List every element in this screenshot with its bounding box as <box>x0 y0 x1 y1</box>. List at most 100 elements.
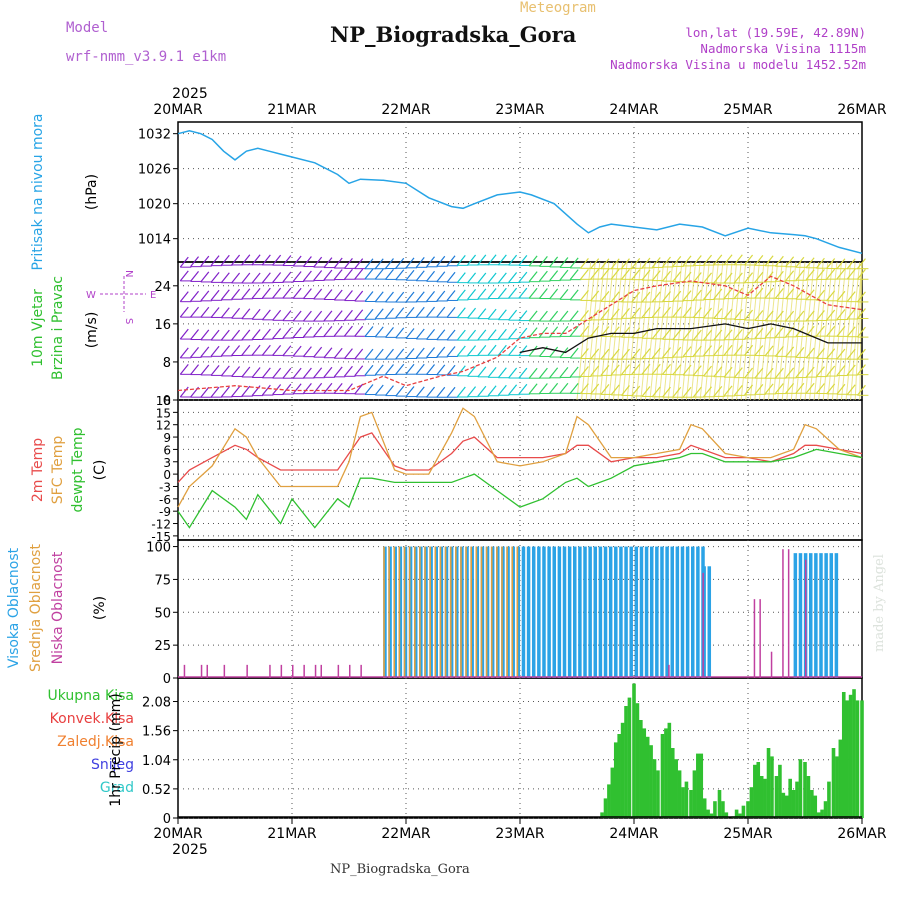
wind-barb <box>313 326 323 337</box>
location-elevation: Nadmorska Visina 1115m <box>700 41 866 56</box>
precip-ytick-label: 0.52 <box>142 783 171 798</box>
precip-bar <box>766 748 771 818</box>
wind-barb <box>826 383 836 395</box>
location-coordinates: lon,lat (19.59E, 42.89N) <box>685 25 866 40</box>
wind-barb <box>497 367 507 379</box>
wind-barb <box>672 290 682 302</box>
high-cloud-bar <box>629 546 633 678</box>
wind-barb <box>179 256 189 268</box>
wind-hatch-line <box>840 261 856 401</box>
wind-barb <box>343 348 353 360</box>
wind-barb <box>774 326 784 338</box>
wind-barb <box>795 310 805 322</box>
precip-bar <box>607 784 611 818</box>
wind-barb <box>528 367 538 379</box>
wind-barb <box>333 325 343 337</box>
precip-bar <box>845 700 849 818</box>
wind-barb <box>600 309 610 320</box>
wind-barb <box>446 255 456 267</box>
wind-barb <box>713 308 723 319</box>
wind-barb <box>805 366 815 378</box>
precip-bar <box>684 781 689 818</box>
wind-barb <box>220 345 230 357</box>
high-cloud-bar <box>460 546 464 678</box>
wind-gusts-line <box>177 275 863 392</box>
wind-barb <box>508 309 518 321</box>
wind-barb <box>600 291 610 302</box>
wind-barb <box>385 258 394 269</box>
wind-barb <box>795 367 805 378</box>
wind-barb <box>518 287 528 299</box>
precip-bar <box>645 736 650 818</box>
wind-barb <box>415 256 425 268</box>
compass-e: E <box>150 290 156 301</box>
wind-barb <box>272 367 282 379</box>
high-cloud-bar <box>814 553 818 678</box>
temperature-1-line <box>177 407 863 508</box>
wind-hatch-line <box>758 261 774 401</box>
wind-barb <box>313 288 323 300</box>
wind-barb <box>723 254 733 266</box>
wind-barb <box>292 383 302 395</box>
wind-barb <box>302 326 312 338</box>
wind-barb <box>549 382 559 394</box>
wind-barb <box>620 307 630 319</box>
wind-barb <box>456 272 466 284</box>
wind-barb <box>620 326 630 338</box>
wind-barb <box>703 289 713 300</box>
wind-hatch-line <box>695 261 710 401</box>
wind-barb <box>231 366 241 377</box>
temperature-ytick-label: -6 <box>159 493 171 507</box>
wind-barb <box>323 289 333 300</box>
wind-barb <box>467 329 477 341</box>
wind-barb <box>549 326 559 338</box>
wind-hatch-line <box>626 261 642 401</box>
mid-cloud-bar <box>383 546 385 678</box>
wind-barb <box>836 309 846 320</box>
wind-barb <box>723 366 733 378</box>
wind-barb <box>272 254 282 266</box>
precip-bar <box>795 781 799 818</box>
wind-barb <box>528 383 538 395</box>
wind-barb <box>251 329 261 340</box>
mid-cloud-bar <box>429 546 431 678</box>
wind-barb <box>518 271 528 283</box>
wind-barb <box>549 270 559 281</box>
wind-barb <box>569 289 579 301</box>
wind-barb <box>343 268 353 280</box>
low-cloud-bar <box>805 559 807 678</box>
wind-barb <box>446 386 456 398</box>
high-cloud-bar <box>619 546 623 678</box>
wind-barb <box>559 310 569 322</box>
high-cloud-bar <box>521 546 526 678</box>
wind-barb <box>815 366 825 377</box>
wind-hatch-line <box>585 261 601 401</box>
wind-barb <box>744 328 754 340</box>
wind-barb <box>744 287 754 299</box>
wind-barb <box>456 289 466 301</box>
low-cloud-bar <box>770 651 773 678</box>
wind-barb <box>682 306 692 318</box>
mid-cloud-bar <box>449 546 452 678</box>
clouds-ytick-label: 0 <box>163 672 171 687</box>
wind-barb <box>385 348 394 360</box>
wind-barb <box>713 345 723 356</box>
wind-barb <box>426 270 435 282</box>
wind-barb <box>456 365 466 377</box>
wind-barb <box>467 254 477 266</box>
wind-barb <box>682 271 692 283</box>
wind-barb <box>579 325 589 337</box>
wind-barb <box>487 288 497 299</box>
wind-barb <box>313 310 323 322</box>
mid-cloud-bar <box>434 546 437 678</box>
high-cloud-bar <box>824 553 828 678</box>
wind-barb <box>446 290 456 301</box>
wind-barb <box>323 382 333 394</box>
wind-barb <box>754 287 764 299</box>
bottom-time-tick-label: 25MAR <box>723 826 772 842</box>
wind-ylabel-1: 10m Vjetar <box>30 289 46 367</box>
low-cloud-bar <box>223 664 226 678</box>
wind-barb <box>846 326 856 338</box>
wind-barb <box>764 345 774 357</box>
mid-cloud-bar <box>388 546 390 678</box>
